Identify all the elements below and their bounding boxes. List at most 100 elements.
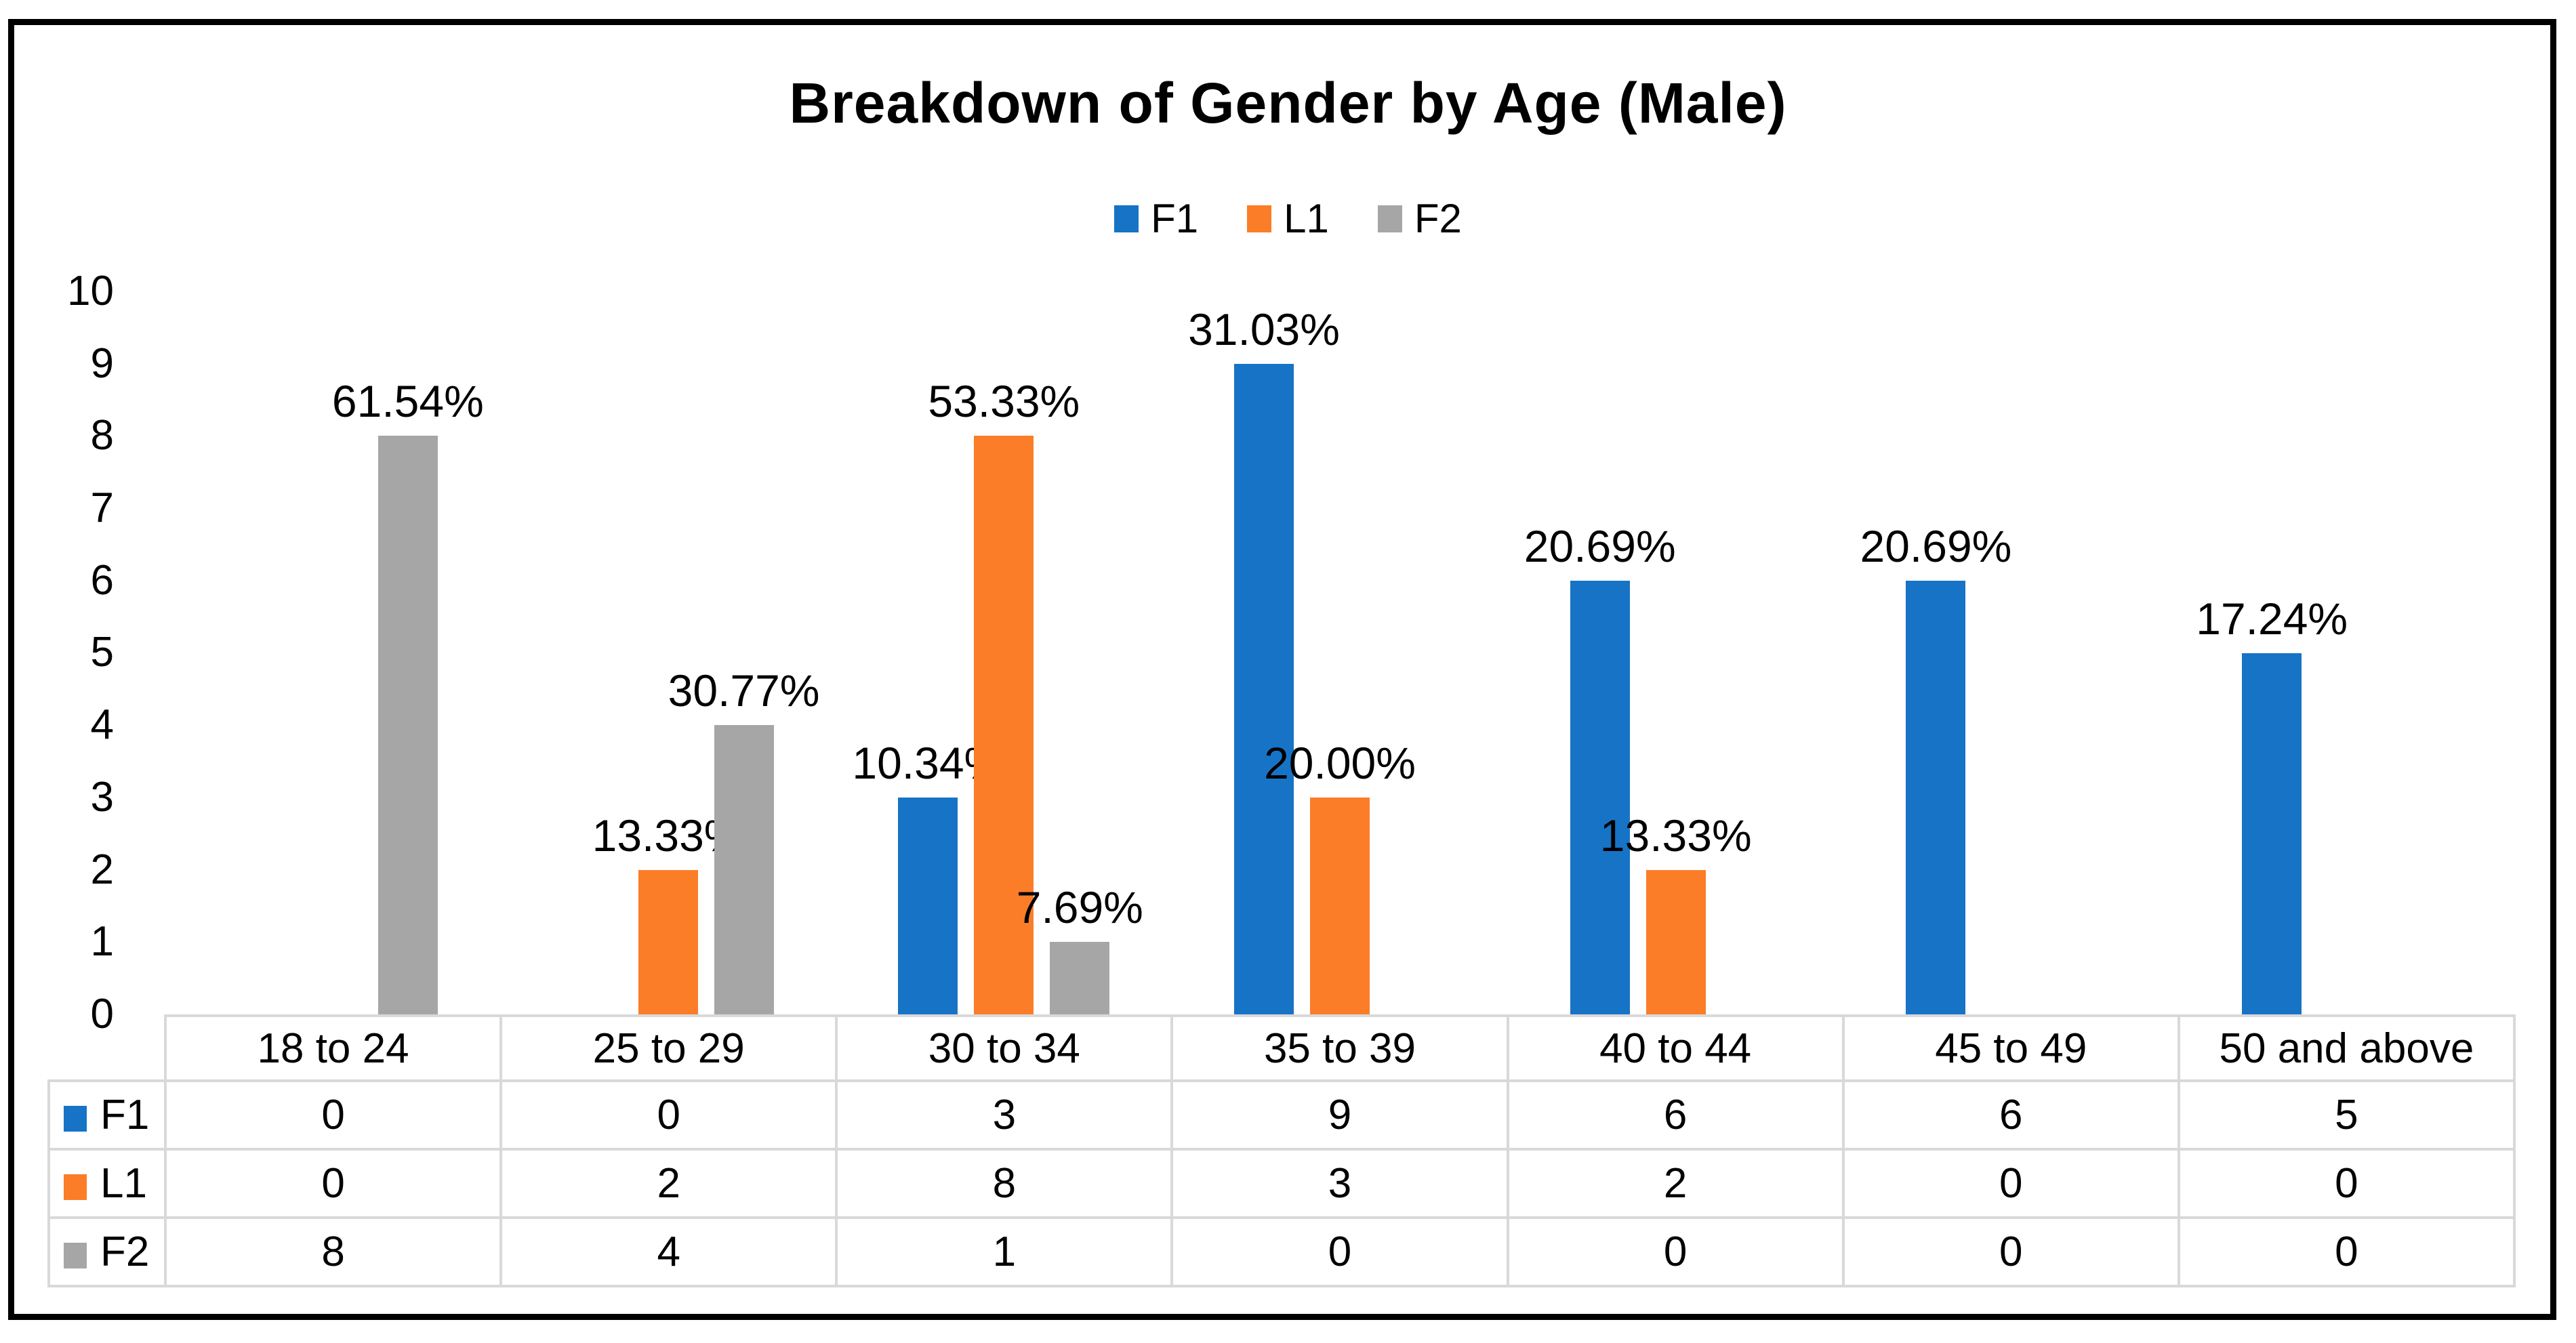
bar-f2 bbox=[714, 725, 774, 1014]
category-group-50-above: 17.24% bbox=[2180, 291, 2516, 1014]
cell-l1-3: 3 bbox=[1170, 1148, 1509, 1219]
cell-f1-5: 6 bbox=[1841, 1079, 2180, 1151]
legend-swatch-f1 bbox=[1114, 205, 1139, 232]
series-key-label-l1: L1 bbox=[100, 1160, 147, 1207]
bar-value-label: 20.00% bbox=[1264, 737, 1416, 788]
cell-f1-0: 0 bbox=[163, 1079, 503, 1151]
legend-swatch-f2 bbox=[1377, 205, 1402, 232]
bar-value-label: 31.03% bbox=[1188, 304, 1340, 354]
row-key-f2: F2 bbox=[47, 1216, 167, 1287]
bar-value-label: 17.24% bbox=[2196, 593, 2348, 644]
y-tick: 4 bbox=[90, 701, 114, 749]
y-tick: 6 bbox=[90, 556, 114, 604]
cell-f2-4: 0 bbox=[1506, 1216, 1845, 1287]
y-tick: 2 bbox=[90, 846, 114, 893]
bar-slot: 13.33% bbox=[592, 291, 744, 1014]
bar-slot: 20.00% bbox=[1264, 291, 1416, 1014]
cell-f2-6: 0 bbox=[2177, 1216, 2516, 1287]
bar-slot: 53.33% bbox=[928, 291, 1080, 1014]
col-header-50-above: 50 and above bbox=[2177, 1014, 2516, 1082]
series-key-label-f1: F1 bbox=[100, 1092, 150, 1138]
legend-label-f2: F2 bbox=[1414, 196, 1462, 241]
bar-l1 bbox=[638, 869, 698, 1014]
bar-slot: 30.77% bbox=[668, 291, 820, 1014]
bar-value-label: 13.33% bbox=[1599, 810, 1752, 861]
bar-slot bbox=[1982, 291, 2041, 1014]
cell-f1-2: 3 bbox=[835, 1079, 1174, 1151]
bar-slot: 31.03% bbox=[1188, 291, 1340, 1014]
bar-slot bbox=[226, 291, 286, 1014]
bar-f1 bbox=[1570, 580, 1630, 1014]
bar-l1 bbox=[1310, 797, 1370, 1014]
legend-swatch-l1 bbox=[1247, 205, 1272, 232]
bar-slot bbox=[2058, 291, 2117, 1014]
bar-slot: 7.69% bbox=[1017, 291, 1143, 1014]
bar-f2 bbox=[1050, 942, 1110, 1014]
y-tick: 8 bbox=[90, 412, 114, 459]
y-tick: 1 bbox=[90, 918, 114, 966]
table-row-f1: F1 0 0 3 9 6 6 5 bbox=[47, 1079, 2516, 1151]
category-group-30-34: 10.34% 53.33% 7.69% bbox=[836, 291, 1172, 1014]
bar-l1 bbox=[974, 436, 1034, 1014]
bar-value-label: 53.33% bbox=[928, 376, 1080, 427]
col-header-18-24: 18 to 24 bbox=[163, 1014, 503, 1082]
bar-slot bbox=[563, 291, 622, 1014]
cell-l1-6: 0 bbox=[2177, 1148, 2516, 1219]
y-tick: 7 bbox=[90, 484, 114, 532]
bar-slot: 20.69% bbox=[1860, 291, 2011, 1014]
category-group-35-39: 31.03% 20.00% bbox=[1172, 291, 1508, 1014]
cell-l1-4: 2 bbox=[1506, 1148, 1845, 1219]
cell-l1-5: 0 bbox=[1841, 1148, 2180, 1219]
cell-f2-2: 1 bbox=[835, 1216, 1174, 1287]
bar-slot bbox=[2318, 291, 2377, 1014]
legend-item-f1: F1 bbox=[1114, 195, 1198, 242]
bar-slot: 17.24% bbox=[2196, 291, 2348, 1014]
cell-f1-3: 9 bbox=[1170, 1079, 1509, 1151]
bar-slot bbox=[1722, 291, 1782, 1014]
bar-value-label: 20.69% bbox=[1524, 520, 1676, 571]
bar-f1 bbox=[2242, 653, 2302, 1014]
category-group-45-49: 20.69% bbox=[1844, 291, 2180, 1014]
bar-slot: 13.33% bbox=[1600, 291, 1752, 1014]
row-key-f1: F1 bbox=[47, 1079, 167, 1151]
bar-value-label: 61.54% bbox=[331, 376, 484, 427]
bar-f2 bbox=[377, 436, 438, 1014]
bar-f1 bbox=[1906, 580, 1966, 1014]
col-header-40-44: 40 to 44 bbox=[1506, 1014, 1845, 1082]
bar-slot: 61.54% bbox=[332, 291, 484, 1014]
y-tick: 5 bbox=[90, 629, 114, 676]
table-corner-cell bbox=[49, 1016, 167, 1082]
cell-f2-0: 8 bbox=[163, 1216, 503, 1287]
legend-item-l1: L1 bbox=[1247, 195, 1329, 242]
table-header-row: 18 to 24 25 to 29 30 to 34 35 to 39 40 t… bbox=[49, 1014, 2516, 1082]
y-axis: 10 9 8 7 6 5 4 3 2 1 0 bbox=[0, 266, 114, 1039]
series-key-swatch-f2 bbox=[64, 1243, 87, 1268]
legend-label-f1: F1 bbox=[1151, 196, 1199, 241]
plot-area: 61.54% 13.33% 30.77% 10.34% 53.33% 7.69%… bbox=[164, 291, 2516, 1014]
bar-value-label: 20.69% bbox=[1860, 520, 2012, 571]
col-header-25-29: 25 to 29 bbox=[499, 1014, 838, 1082]
col-header-45-49: 45 to 49 bbox=[1841, 1014, 2180, 1082]
bar-slot bbox=[1386, 291, 1446, 1014]
cell-l1-2: 8 bbox=[835, 1148, 1174, 1219]
col-header-35-39: 35 to 39 bbox=[1170, 1014, 1509, 1082]
category-group-18-24: 61.54% bbox=[164, 291, 500, 1014]
bar-l1 bbox=[1645, 869, 1706, 1014]
cell-f1-1: 0 bbox=[499, 1079, 838, 1151]
legend-item-f2: F2 bbox=[1377, 195, 1462, 242]
series-key-swatch-f1 bbox=[64, 1106, 87, 1132]
category-group-25-29: 13.33% 30.77% bbox=[500, 291, 836, 1014]
col-header-30-34: 30 to 34 bbox=[835, 1014, 1174, 1082]
bar-f1 bbox=[898, 797, 958, 1014]
series-key-swatch-l1 bbox=[64, 1174, 87, 1200]
cell-f1-4: 6 bbox=[1506, 1079, 1845, 1151]
chart-data-table: 18 to 24 25 to 29 30 to 34 35 to 39 40 t… bbox=[47, 1014, 2516, 1287]
series-key-label-f2: F2 bbox=[100, 1228, 150, 1275]
cell-f2-1: 4 bbox=[499, 1216, 838, 1287]
bar-f1 bbox=[1234, 363, 1294, 1014]
legend-label-l1: L1 bbox=[1284, 196, 1329, 241]
cell-f2-3: 0 bbox=[1170, 1216, 1509, 1287]
y-tick: 3 bbox=[90, 773, 114, 821]
y-tick: 10 bbox=[67, 268, 114, 314]
cell-f2-5: 0 bbox=[1841, 1216, 2180, 1287]
